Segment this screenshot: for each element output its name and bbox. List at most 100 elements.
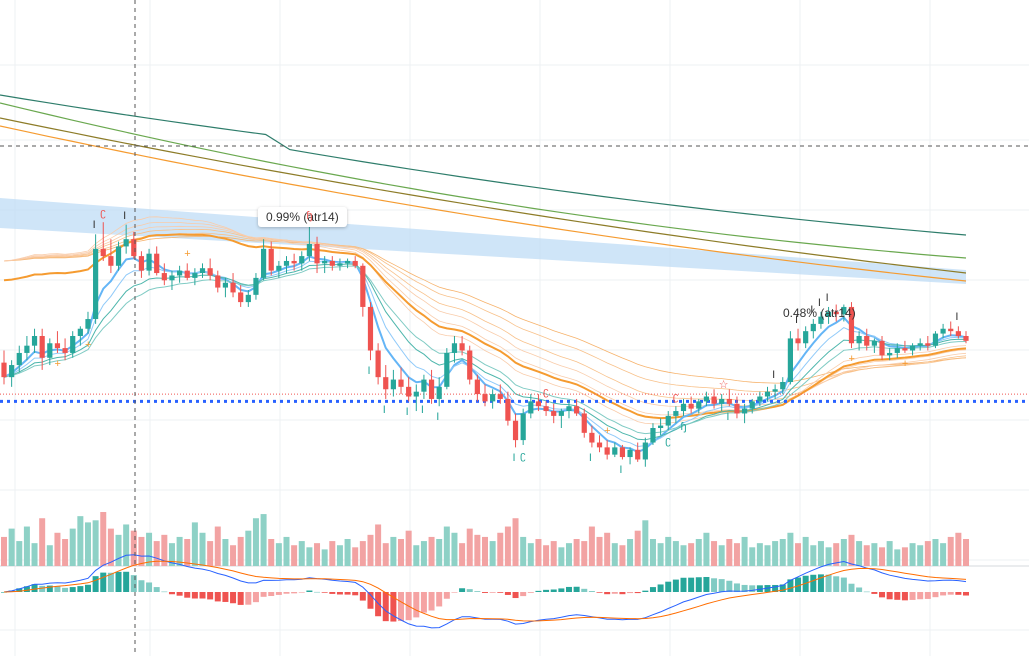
volume-bar	[497, 532, 504, 566]
macd-histogram-bar	[161, 591, 168, 593]
signal-marker: ʗ	[665, 435, 671, 448]
volume-bar	[168, 543, 175, 566]
volume-bar	[558, 547, 565, 566]
volume-bar	[275, 543, 282, 566]
macd-histogram-bar	[695, 577, 702, 592]
candle-body	[474, 379, 480, 395]
signal-marker: +	[54, 357, 61, 370]
volume-bar	[817, 541, 824, 566]
candle-body	[711, 396, 717, 404]
volume-bar	[749, 547, 756, 566]
macd-histogram-bar	[321, 592, 328, 593]
candle-body	[635, 449, 641, 460]
candle-body	[520, 413, 526, 441]
macd-histogram-bar	[298, 592, 305, 593]
candle-body	[726, 398, 732, 404]
candle-body	[932, 333, 939, 346]
volume-bar	[344, 539, 351, 566]
candle-body	[658, 425, 664, 428]
candle-body	[260, 248, 267, 278]
candle-body	[688, 403, 694, 409]
volume-bar	[161, 534, 168, 566]
volume-bar	[649, 539, 656, 566]
volume-bar	[879, 547, 886, 566]
macd-histogram-bar	[306, 590, 313, 592]
candle-body	[864, 336, 870, 346]
candle-body	[909, 345, 916, 351]
volume-bar	[306, 547, 313, 566]
atr-band-area	[0, 198, 966, 284]
volume-bar	[917, 545, 924, 566]
candle-body	[215, 275, 221, 288]
candle-body	[825, 311, 832, 317]
candle-body	[344, 260, 351, 264]
volume-bar	[436, 539, 443, 566]
macd-histogram-bar	[46, 585, 53, 592]
candle-body	[627, 449, 633, 458]
volume-bar	[199, 532, 206, 566]
volume-bar	[298, 541, 305, 566]
signal-marker: I	[810, 304, 814, 317]
macd-histogram-bar	[581, 588, 588, 592]
macd-histogram-bar	[726, 580, 733, 592]
candle-body	[535, 401, 542, 407]
volume-bar	[795, 543, 802, 566]
macd-histogram-bar	[558, 588, 565, 592]
volume-bar	[100, 512, 107, 566]
signal-marker: I	[367, 365, 371, 378]
candle-body	[787, 338, 793, 382]
candle-body	[619, 447, 626, 458]
candle-body	[871, 340, 877, 346]
macd-histogram-bar	[123, 571, 130, 592]
atr-annotation-upper: 0.99% (atr14)	[258, 207, 347, 227]
volume-bar	[77, 516, 84, 566]
candle-body	[703, 396, 710, 402]
signal-marker: I	[795, 313, 799, 326]
macd-histogram-bar	[527, 592, 534, 593]
candle-body	[299, 256, 305, 264]
signal-marker: ʗ	[100, 207, 106, 220]
macd-histogram-bar	[191, 592, 198, 599]
volume-bar	[665, 536, 672, 566]
volume-bar	[405, 530, 412, 566]
volume-bar	[1, 536, 7, 566]
candle-body	[291, 260, 297, 264]
macd-histogram-bar	[619, 592, 626, 595]
signal-marker: +	[848, 353, 855, 366]
macd-histogram-bar	[115, 571, 122, 592]
macd-histogram-bar	[352, 592, 359, 596]
candle-body	[177, 270, 183, 276]
candle-body	[833, 311, 839, 315]
macd-histogram-bar	[268, 592, 275, 597]
macd-histogram-bar	[92, 576, 99, 592]
macd-histogram-bar	[245, 592, 252, 605]
volume-bar	[489, 541, 496, 566]
volume-bar	[733, 543, 740, 566]
macd-histogram-bar	[138, 580, 145, 592]
macd-histogram-bar	[863, 591, 870, 593]
candle-body	[589, 432, 595, 443]
macd-histogram-bar	[596, 592, 603, 593]
volume-bar	[963, 539, 969, 566]
ema-main-orange	[3, 233, 967, 420]
macd-histogram-bar	[573, 586, 580, 592]
macd-histogram-bar	[840, 577, 847, 592]
macd-histogram-bar	[634, 592, 641, 594]
volume-bar	[642, 520, 649, 566]
volume-bar	[390, 536, 397, 566]
macd-histogram-bar	[100, 572, 107, 592]
volume-bar	[482, 536, 488, 566]
macd-histogram-bar	[756, 585, 763, 592]
macd-histogram-bar	[130, 575, 137, 592]
macd-histogram-bar	[657, 584, 664, 592]
volume-bar	[848, 534, 855, 566]
candle-body	[93, 248, 99, 320]
volume-bar	[627, 539, 634, 566]
candle-body	[558, 411, 564, 416]
macd-histogram-bar	[894, 592, 901, 600]
volume-bar	[955, 532, 962, 566]
macd-histogram-bar	[565, 586, 572, 592]
volume-bar	[382, 543, 389, 566]
volume-bar	[413, 545, 420, 566]
